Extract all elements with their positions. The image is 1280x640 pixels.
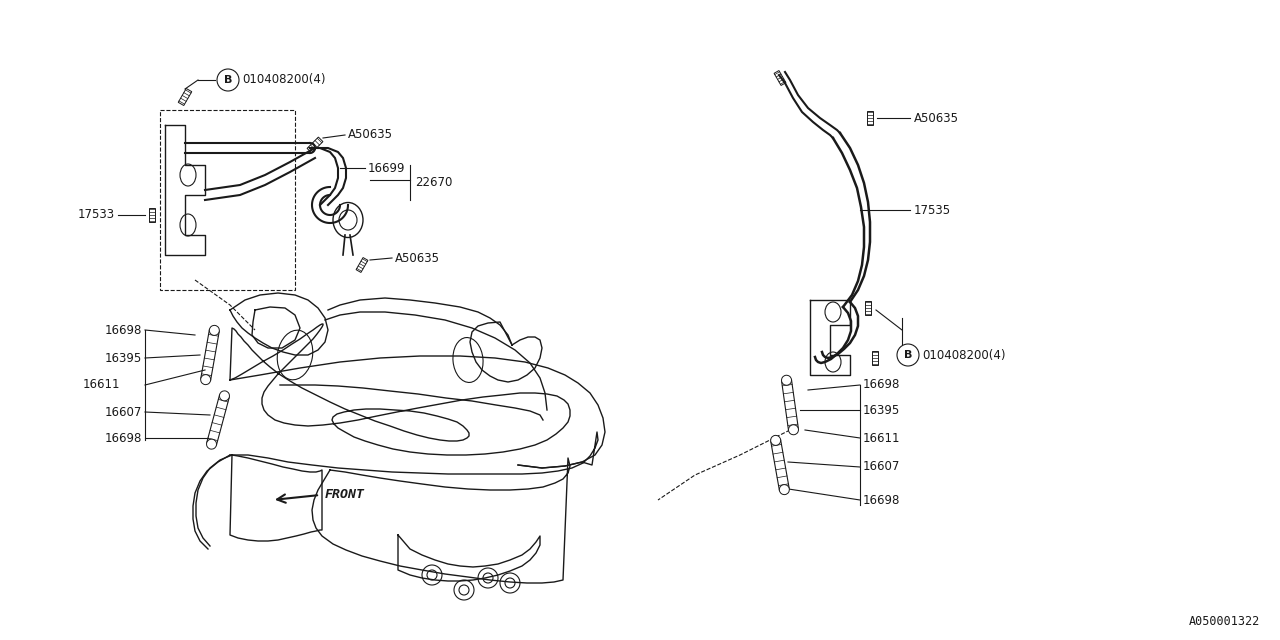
- Circle shape: [219, 391, 229, 401]
- Text: A50635: A50635: [914, 111, 959, 125]
- Text: 16611: 16611: [82, 378, 120, 392]
- Circle shape: [206, 439, 216, 449]
- Text: A050001322: A050001322: [1189, 615, 1260, 628]
- Text: 010408200(4): 010408200(4): [242, 74, 325, 86]
- FancyBboxPatch shape: [771, 440, 790, 490]
- Ellipse shape: [339, 210, 357, 230]
- Circle shape: [201, 374, 211, 385]
- FancyBboxPatch shape: [206, 394, 229, 445]
- FancyBboxPatch shape: [307, 137, 323, 153]
- Text: 16698: 16698: [105, 323, 142, 337]
- Ellipse shape: [333, 202, 364, 237]
- FancyBboxPatch shape: [201, 330, 219, 381]
- FancyBboxPatch shape: [178, 88, 192, 106]
- Text: 17533: 17533: [78, 209, 115, 221]
- Circle shape: [771, 435, 781, 445]
- Text: 16611: 16611: [863, 431, 901, 445]
- FancyBboxPatch shape: [865, 301, 870, 315]
- Text: FRONT: FRONT: [325, 488, 365, 500]
- Circle shape: [782, 375, 791, 385]
- Text: 16607: 16607: [105, 406, 142, 419]
- Circle shape: [788, 425, 799, 435]
- Text: B: B: [904, 350, 913, 360]
- Bar: [160, 110, 294, 290]
- Text: 010408200(4): 010408200(4): [922, 349, 1006, 362]
- FancyBboxPatch shape: [150, 208, 155, 222]
- FancyBboxPatch shape: [782, 380, 799, 431]
- Text: 17535: 17535: [914, 204, 951, 216]
- Circle shape: [897, 344, 919, 366]
- Text: 16699: 16699: [369, 161, 406, 175]
- Circle shape: [218, 69, 239, 91]
- FancyBboxPatch shape: [774, 70, 786, 86]
- Text: 16395: 16395: [863, 403, 900, 417]
- Text: A50635: A50635: [396, 252, 440, 264]
- Text: 16698: 16698: [863, 378, 900, 392]
- Circle shape: [210, 325, 219, 335]
- Circle shape: [780, 484, 790, 495]
- Text: 22670: 22670: [415, 177, 452, 189]
- Text: A50635: A50635: [348, 129, 393, 141]
- FancyBboxPatch shape: [872, 351, 878, 365]
- Text: 16698: 16698: [863, 493, 900, 506]
- FancyBboxPatch shape: [356, 257, 367, 273]
- FancyBboxPatch shape: [868, 111, 873, 125]
- Text: 16698: 16698: [105, 431, 142, 445]
- Text: 16395: 16395: [105, 351, 142, 365]
- Text: 16607: 16607: [863, 461, 900, 474]
- Text: B: B: [224, 75, 232, 85]
